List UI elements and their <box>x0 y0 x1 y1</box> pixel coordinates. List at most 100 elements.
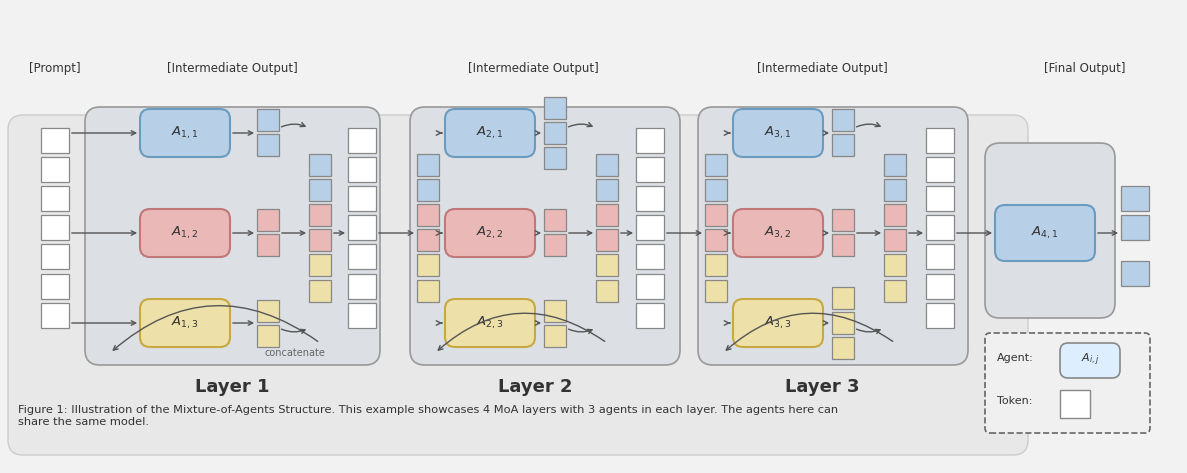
Bar <box>309 229 331 252</box>
Text: $A_{2,2}$: $A_{2,2}$ <box>476 225 503 241</box>
Bar <box>832 337 853 359</box>
Bar <box>884 254 906 277</box>
Bar <box>309 179 331 201</box>
Bar <box>1121 261 1149 286</box>
Bar <box>42 303 69 327</box>
FancyBboxPatch shape <box>734 109 823 157</box>
Bar <box>258 134 279 157</box>
Bar <box>926 216 954 240</box>
Text: Layer 4: Layer 4 <box>1013 378 1087 396</box>
Bar <box>417 204 439 227</box>
Bar <box>636 216 664 240</box>
Bar <box>348 273 376 298</box>
Text: Agent:: Agent: <box>997 353 1034 363</box>
Bar <box>926 186 954 211</box>
Bar <box>705 179 726 201</box>
Bar <box>705 204 726 227</box>
Text: $A_{1,1}$: $A_{1,1}$ <box>171 125 198 141</box>
Bar <box>42 245 69 270</box>
Bar <box>705 280 726 301</box>
Bar <box>417 155 439 176</box>
Bar <box>636 129 664 154</box>
FancyBboxPatch shape <box>85 107 380 365</box>
Bar <box>258 235 279 256</box>
Bar <box>544 324 566 347</box>
FancyBboxPatch shape <box>985 333 1150 433</box>
Bar <box>1121 215 1149 240</box>
Bar <box>926 129 954 154</box>
Text: [Intermediate Output]: [Intermediate Output] <box>166 62 298 75</box>
Bar <box>1121 186 1149 211</box>
Bar <box>636 186 664 211</box>
Text: [Intermediate Output]: [Intermediate Output] <box>468 62 598 75</box>
Bar <box>832 210 853 231</box>
Bar <box>348 303 376 327</box>
FancyBboxPatch shape <box>1060 343 1121 378</box>
FancyBboxPatch shape <box>445 299 535 347</box>
Bar <box>544 235 566 256</box>
Bar <box>636 303 664 327</box>
Bar <box>596 204 618 227</box>
Bar <box>42 186 69 211</box>
Bar <box>596 179 618 201</box>
Bar <box>832 312 853 334</box>
Bar <box>417 254 439 277</box>
Bar <box>544 147 566 169</box>
Text: concatenate: concatenate <box>265 348 325 358</box>
Text: $A_{2,1}$: $A_{2,1}$ <box>476 125 503 141</box>
Bar <box>596 155 618 176</box>
Bar <box>309 155 331 176</box>
Text: $A_{3,3}$: $A_{3,3}$ <box>764 315 792 331</box>
Bar <box>42 158 69 183</box>
Bar <box>1060 390 1090 418</box>
Bar <box>596 229 618 252</box>
Bar <box>348 186 376 211</box>
Text: Figure 1: Illustration of the Mixture-of-Agents Structure. This example showcase: Figure 1: Illustration of the Mixture-of… <box>18 405 838 427</box>
Bar <box>926 303 954 327</box>
Text: Layer 1: Layer 1 <box>195 378 269 396</box>
Bar <box>636 158 664 183</box>
Bar <box>417 179 439 201</box>
Bar <box>926 273 954 298</box>
Bar <box>258 299 279 322</box>
Bar <box>884 229 906 252</box>
Bar <box>544 210 566 231</box>
Bar <box>705 254 726 277</box>
Bar <box>544 299 566 322</box>
FancyBboxPatch shape <box>140 299 230 347</box>
Bar <box>258 210 279 231</box>
Bar <box>832 134 853 157</box>
Bar <box>309 254 331 277</box>
Text: [Intermediate Output]: [Intermediate Output] <box>756 62 888 75</box>
Bar <box>832 235 853 256</box>
Bar <box>596 254 618 277</box>
FancyBboxPatch shape <box>140 109 230 157</box>
Bar <box>926 245 954 270</box>
Text: Token:: Token: <box>997 396 1033 406</box>
Bar <box>544 122 566 144</box>
FancyBboxPatch shape <box>985 143 1115 318</box>
Bar <box>926 158 954 183</box>
Bar <box>417 280 439 301</box>
FancyBboxPatch shape <box>445 209 535 257</box>
FancyBboxPatch shape <box>734 209 823 257</box>
Bar <box>348 129 376 154</box>
Bar <box>42 129 69 154</box>
Text: $A_{1,3}$: $A_{1,3}$ <box>171 315 198 331</box>
Bar <box>348 216 376 240</box>
Bar <box>258 324 279 347</box>
Text: [Prompt]: [Prompt] <box>30 62 81 75</box>
Bar <box>636 245 664 270</box>
Bar <box>884 155 906 176</box>
FancyBboxPatch shape <box>410 107 680 365</box>
Text: $A_{i,j}$: $A_{i,j}$ <box>1080 352 1099 368</box>
Bar <box>705 229 726 252</box>
FancyBboxPatch shape <box>698 107 969 365</box>
Text: $A_{2,3}$: $A_{2,3}$ <box>476 315 503 331</box>
Text: $A_{3,2}$: $A_{3,2}$ <box>764 225 792 241</box>
Bar <box>417 229 439 252</box>
Bar <box>348 245 376 270</box>
Bar <box>884 204 906 227</box>
FancyBboxPatch shape <box>734 299 823 347</box>
Bar <box>42 273 69 298</box>
